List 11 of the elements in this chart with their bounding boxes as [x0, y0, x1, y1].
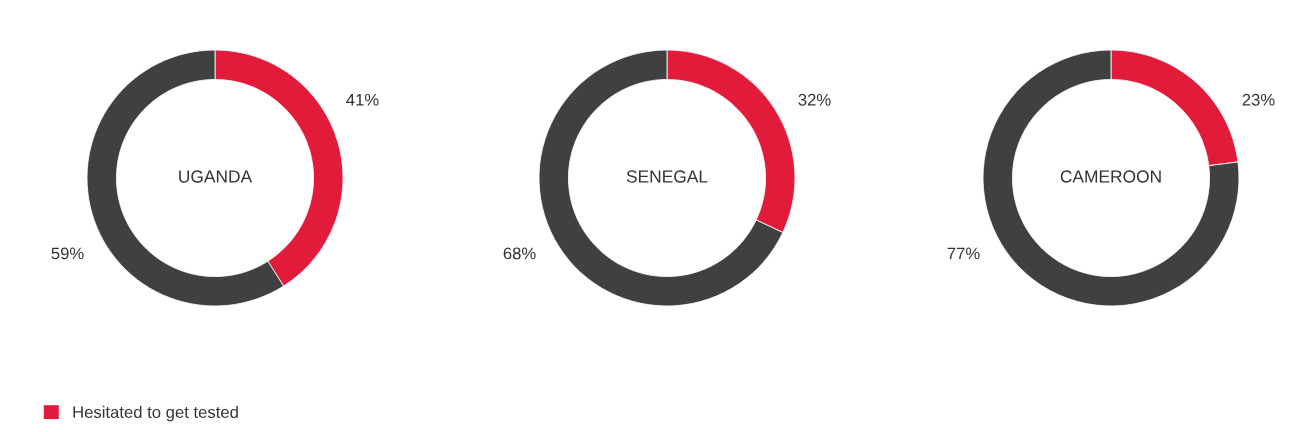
- text: CAMEROON: [1060, 170, 1161, 183]
- data-label: 68%: [503, 247, 536, 260]
- data-label: 41%: [346, 93, 379, 106]
- donut-slice: [982, 49, 1240, 307]
- text: SENEGAL: [626, 170, 708, 183]
- legend-label: Hesitated to get tested: [73, 405, 238, 422]
- data-label: 32%: [798, 93, 831, 106]
- data-label: 59%: [51, 247, 84, 260]
- data-label: 23%: [1242, 93, 1275, 106]
- text: UGANDA: [179, 170, 253, 183]
- data-label: 77%: [947, 247, 980, 260]
